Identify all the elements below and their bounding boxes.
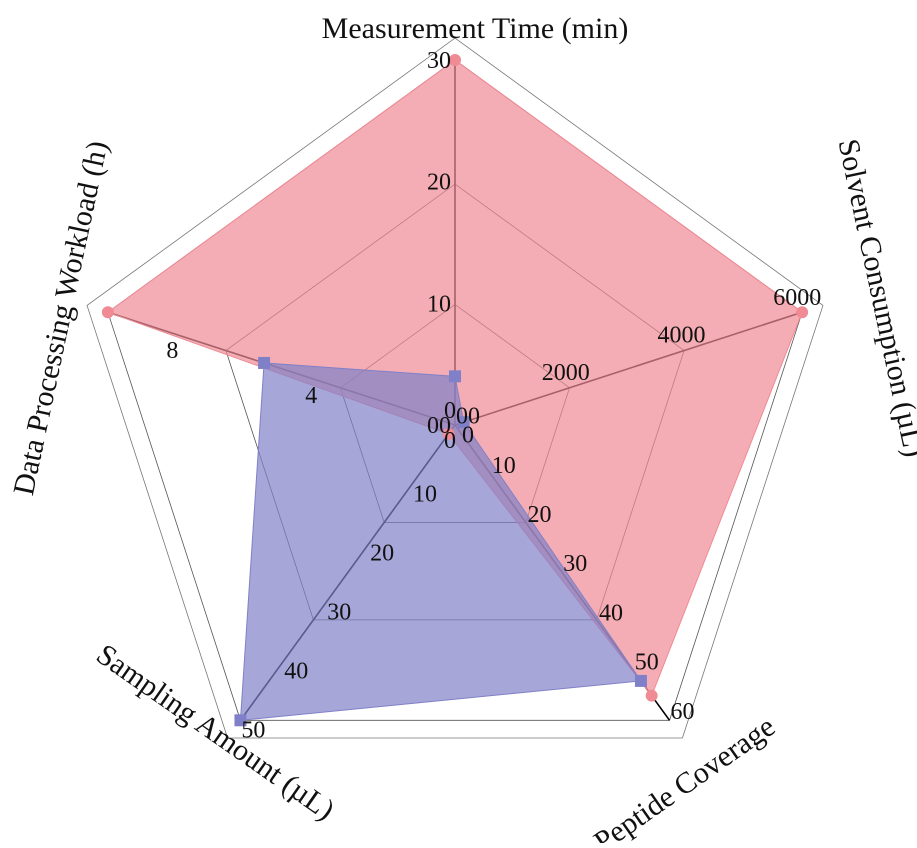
series-1-point-time xyxy=(449,54,461,66)
series-area-2 xyxy=(239,362,642,721)
tick-coverage-2: 20 xyxy=(527,502,551,528)
axis-title-coverage: Peptide Coverage xyxy=(588,710,781,843)
tick-sampling-3: 30 xyxy=(327,600,351,626)
tick-coverage-6: 60 xyxy=(670,699,694,725)
tick-sampling-4: 40 xyxy=(284,659,308,685)
tick-solvent-1: 2000 xyxy=(542,360,590,386)
series-2-point-workload xyxy=(258,356,271,369)
tick-workload-0: 0 xyxy=(444,428,456,454)
series-1-point-coverage xyxy=(645,689,658,702)
tick-coverage-1: 10 xyxy=(492,453,516,479)
tick-sampling-5: 50 xyxy=(241,718,265,744)
axis-title-solvent: Solvent Consumption (µL) xyxy=(831,136,917,460)
tick-workload-2: 8 xyxy=(166,338,178,364)
axis-title-time: Measurement Time (min) xyxy=(322,12,629,45)
series-1-point-workload xyxy=(101,306,114,319)
tick-coverage-5: 50 xyxy=(635,650,659,676)
tick-time-1: 10 xyxy=(427,291,451,317)
tick-solvent-3: 6000 xyxy=(773,285,821,311)
series-2-point-solvent xyxy=(457,416,470,429)
series-2-point-coverage xyxy=(634,674,647,687)
tick-sampling-0: 0 xyxy=(462,422,474,448)
tick-solvent-0: 0 xyxy=(444,398,456,424)
tick-time-2: 20 xyxy=(427,170,451,196)
series-1-point-solvent xyxy=(796,306,809,319)
tick-time-0: 00 xyxy=(427,413,451,439)
tick-coverage-4: 40 xyxy=(599,600,623,626)
tick-workload-1: 4 xyxy=(305,383,317,409)
tick-sampling-2: 20 xyxy=(370,541,394,567)
tick-sampling-1: 10 xyxy=(413,481,437,507)
grid-frame xyxy=(86,37,824,739)
tick-time-3: 30 xyxy=(427,48,451,74)
tick-solvent-2: 4000 xyxy=(657,323,705,349)
tick-coverage-3: 30 xyxy=(563,551,587,577)
series-1-point-sampling xyxy=(442,427,455,440)
series-2-point-sampling xyxy=(234,714,247,727)
tick-coverage-0: 00 xyxy=(456,404,480,430)
series-2-point-time xyxy=(449,370,461,383)
axis-title-workload: Data Processing Workload (h) xyxy=(7,138,114,498)
